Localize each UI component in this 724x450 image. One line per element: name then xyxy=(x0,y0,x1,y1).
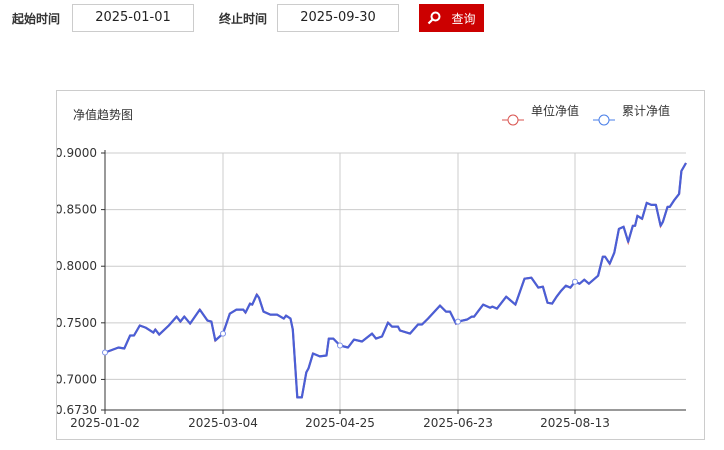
x-tick-label: 2025-08-13 xyxy=(540,416,610,430)
legend-unit-nav-label: 单位净值 xyxy=(531,103,579,118)
data-point[interactable] xyxy=(455,318,461,325)
search-icon xyxy=(428,11,441,25)
legend-cumulative-nav-label: 累计净值 xyxy=(622,103,670,118)
start-date-input[interactable]: 2025-01-01 xyxy=(72,4,194,32)
legend-unit-nav-marker-icon xyxy=(507,114,519,126)
legend-cumulative-nav-marker-icon xyxy=(598,114,610,126)
cumulative-nav-line xyxy=(104,162,687,399)
y-tick-label: 0.7500 xyxy=(57,316,97,330)
x-tick-label: 2025-04-25 xyxy=(305,416,375,430)
end-date-input[interactable]: 2025-09-30 xyxy=(277,4,399,32)
data-point[interactable] xyxy=(220,330,226,337)
y-tick-label: 0.7000 xyxy=(57,372,97,386)
data-point[interactable] xyxy=(337,342,343,349)
y-tick-label: 0.9000 xyxy=(57,146,97,160)
data-point[interactable] xyxy=(102,349,108,356)
unit-nav-line xyxy=(104,162,687,399)
search-button[interactable]: 查询 xyxy=(419,4,484,32)
search-button-label: 查询 xyxy=(451,11,476,26)
legend-cumulative-nav[interactable]: 累计净值 xyxy=(593,103,670,126)
x-tick-label: 2025-03-04 xyxy=(188,416,258,430)
legend-unit-nav[interactable]: 单位净值 xyxy=(502,103,579,126)
end-date-label: 终止时间 xyxy=(219,12,268,26)
y-tick-label: 0.8000 xyxy=(57,259,97,273)
x-tick-label: 2025-06-23 xyxy=(423,416,493,430)
start-date-label: 起始时间 xyxy=(12,12,61,26)
y-tick-label: 0.8500 xyxy=(57,203,97,217)
chart-svg: 净值趋势图 单位净值 累计净值 0.9000 0.8500 0.8000 0.7500… xyxy=(55,103,687,430)
chart-title: 净值趋势图 xyxy=(73,107,133,122)
nav-trend-chart: 净值趋势图 单位净值 累计净值 0.9000 0.8500 0.8000 0.7500… xyxy=(55,90,705,440)
y-tick-label: 0.6730 xyxy=(57,403,97,417)
data-point[interactable] xyxy=(572,278,578,285)
x-tick-label: 2025-01-02 xyxy=(70,416,140,430)
